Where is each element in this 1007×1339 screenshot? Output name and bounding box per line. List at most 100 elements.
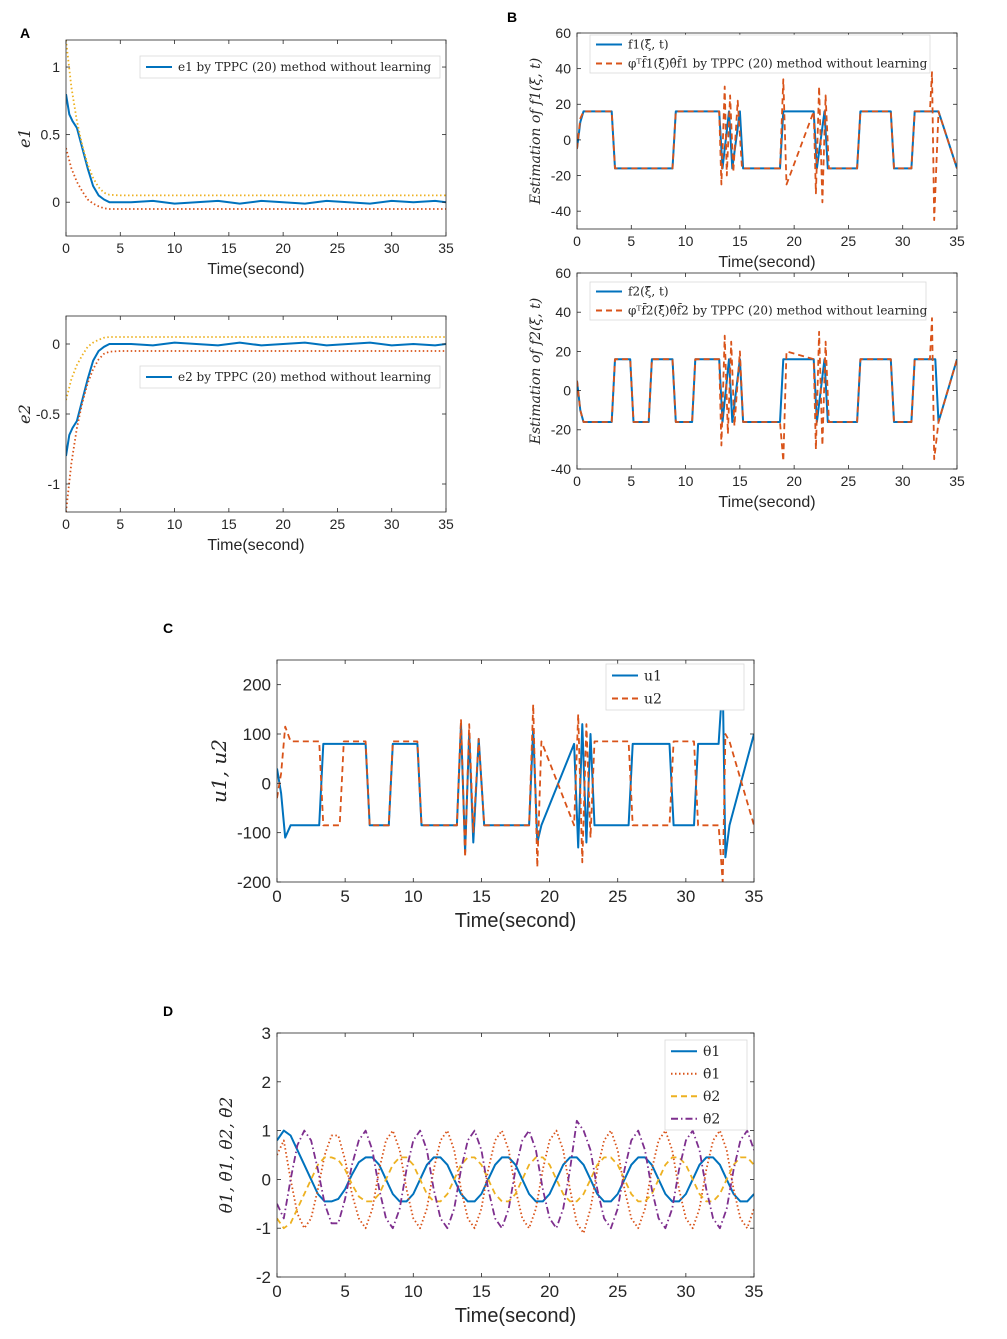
y-tick-label: -0.5 [36,406,60,422]
x-tick-label: 30 [895,473,911,489]
legend-box [589,34,931,74]
x-tick-label: 25 [330,240,346,256]
legend-entry: f2(ξ̄, t) [628,285,669,299]
x-axis-label: Time(second) [718,494,815,511]
x-tick-label: 35 [438,240,454,256]
x-tick-label: 20 [786,233,802,249]
legend-box [139,55,441,79]
x-tick-label: 20 [275,516,291,532]
legend-box [589,281,927,321]
axes-frame [65,39,447,237]
x-axis-label: Time(second) [455,910,577,932]
legend: e2 by TPPC (20) method without learning [139,365,441,389]
y-tick-label: 0 [262,1170,271,1189]
series-line-upper bound [66,40,446,197]
y-tick-label: 20 [555,96,571,112]
x-tick-label: 10 [678,233,694,249]
x-tick-label: 15 [732,473,748,489]
legend-box [664,1039,748,1131]
x-tick-label: 25 [608,1282,627,1301]
y-tick-label: -200 [237,873,271,892]
axes-frame [576,32,958,230]
chart-panel-C: 0 5 10 15 20 25 30 35 -200 -100 0 100 200 Time(second… [163,620,763,932]
x-tick-label: 5 [116,240,124,256]
x-tick-label: 5 [340,1282,349,1301]
y-tick-label: 3 [262,1024,271,1043]
legend-entry: θ2 [703,1089,720,1105]
x-tick-label: 35 [438,516,454,532]
x-tick-label: 35 [949,473,965,489]
y-tick-label: -2 [256,1268,271,1287]
x-tick-label: 25 [841,233,857,249]
y-tick-label: -20 [551,422,571,438]
y-tick-label: 0.5 [41,127,61,143]
x-tick-label: 10 [678,473,694,489]
series-line-estimate [577,71,957,222]
x-axis-label: Time(second) [207,537,304,554]
x-tick-label: 10 [404,887,423,906]
x-tick-label: 20 [275,240,291,256]
legend-entry: θ1 [703,1044,720,1060]
x-tick-label: 15 [221,516,237,532]
plot-area [66,316,446,512]
y-tick-label: 100 [243,725,271,744]
axes-frame [576,272,958,470]
y-axis-label: u1, u2 [207,739,231,803]
series-line-theta2_dot [277,1119,754,1230]
x-tick-label: 25 [330,516,346,532]
x-tick-label: 30 [384,516,400,532]
x-tick-label: 0 [573,473,581,489]
x-axis-label: Time(second) [718,254,815,271]
y-tick-label: 1 [52,59,60,75]
x-tick-label: 10 [167,516,183,532]
y-tick-label: 0 [563,383,571,399]
series-line-theta1 [277,1129,754,1203]
chart-panel-A1: 0 5 10 15 20 25 30 35 0 0.5 1 Time(second) e1 Ae1 by … [15,25,454,278]
x-tick-label: 30 [676,887,695,906]
legend: e1 by TPPC (20) method without learning [139,55,441,79]
legend-box [139,365,441,389]
x-tick-label: 30 [676,1282,695,1301]
chart-panel-B2: 0 5 10 15 20 25 30 35 -40 -20 0 20 40 60 Time(second) E… [528,265,965,511]
legend-entry: e2 by TPPC (20) method without learning [178,370,432,384]
x-tick-label: 15 [221,240,237,256]
y-tick-label: 40 [555,304,571,320]
x-axis-label: Time(second) [207,261,304,278]
legend-entry: φᵀf̄2(ξ̄)θ̂f̄2 by TPPC (20) method witho… [628,302,928,318]
x-axis-label: Time(second) [455,1305,577,1327]
y-tick-label: 200 [243,676,271,695]
legend-entry: θ̇2 [703,1112,720,1128]
x-tick-label: 5 [116,516,124,532]
x-tick-label: 20 [786,473,802,489]
series-line-upper bound [66,336,446,401]
chart-panel-D: 0 5 10 15 20 25 30 35 -2 -1 0 1 2 3 Time(second) θ1, θ̇… [163,1003,763,1327]
x-tick-label: 35 [745,887,764,906]
legend-entry: u2 [644,691,662,707]
series-line-u2 [277,703,754,882]
y-tick-label: -1 [48,476,61,492]
x-tick-label: 20 [540,1282,559,1301]
x-tick-label: 15 [472,1282,491,1301]
x-tick-label: 30 [384,240,400,256]
y-axis-label: Estimation of f2(ξ̄, t) [528,298,544,445]
y-tick-label: -40 [551,203,571,219]
x-tick-label: 5 [627,233,635,249]
y-axis-label: e1 [15,128,34,148]
series-line-lower bound [66,350,446,512]
y-tick-label: 60 [555,25,571,41]
y-tick-label: 1 [262,1122,271,1141]
y-axis-label: θ1, θ̇1, θ2, θ̇2 [217,1097,237,1214]
x-tick-label: 35 [745,1282,764,1301]
x-tick-label: 25 [608,887,627,906]
x-tick-label: 5 [340,887,349,906]
x-tick-label: 0 [272,887,281,906]
y-tick-label: -1 [256,1219,271,1238]
y-axis-label: e2 [15,404,34,424]
y-tick-label: 0 [262,774,271,793]
x-tick-label: 15 [472,887,491,906]
panel-letter: D [163,1003,173,1019]
chart-panel-B1: 0 5 10 15 20 25 30 35 -40 -20 0 20 40 60 Time(second) E… [507,9,965,271]
x-tick-label: 25 [841,473,857,489]
